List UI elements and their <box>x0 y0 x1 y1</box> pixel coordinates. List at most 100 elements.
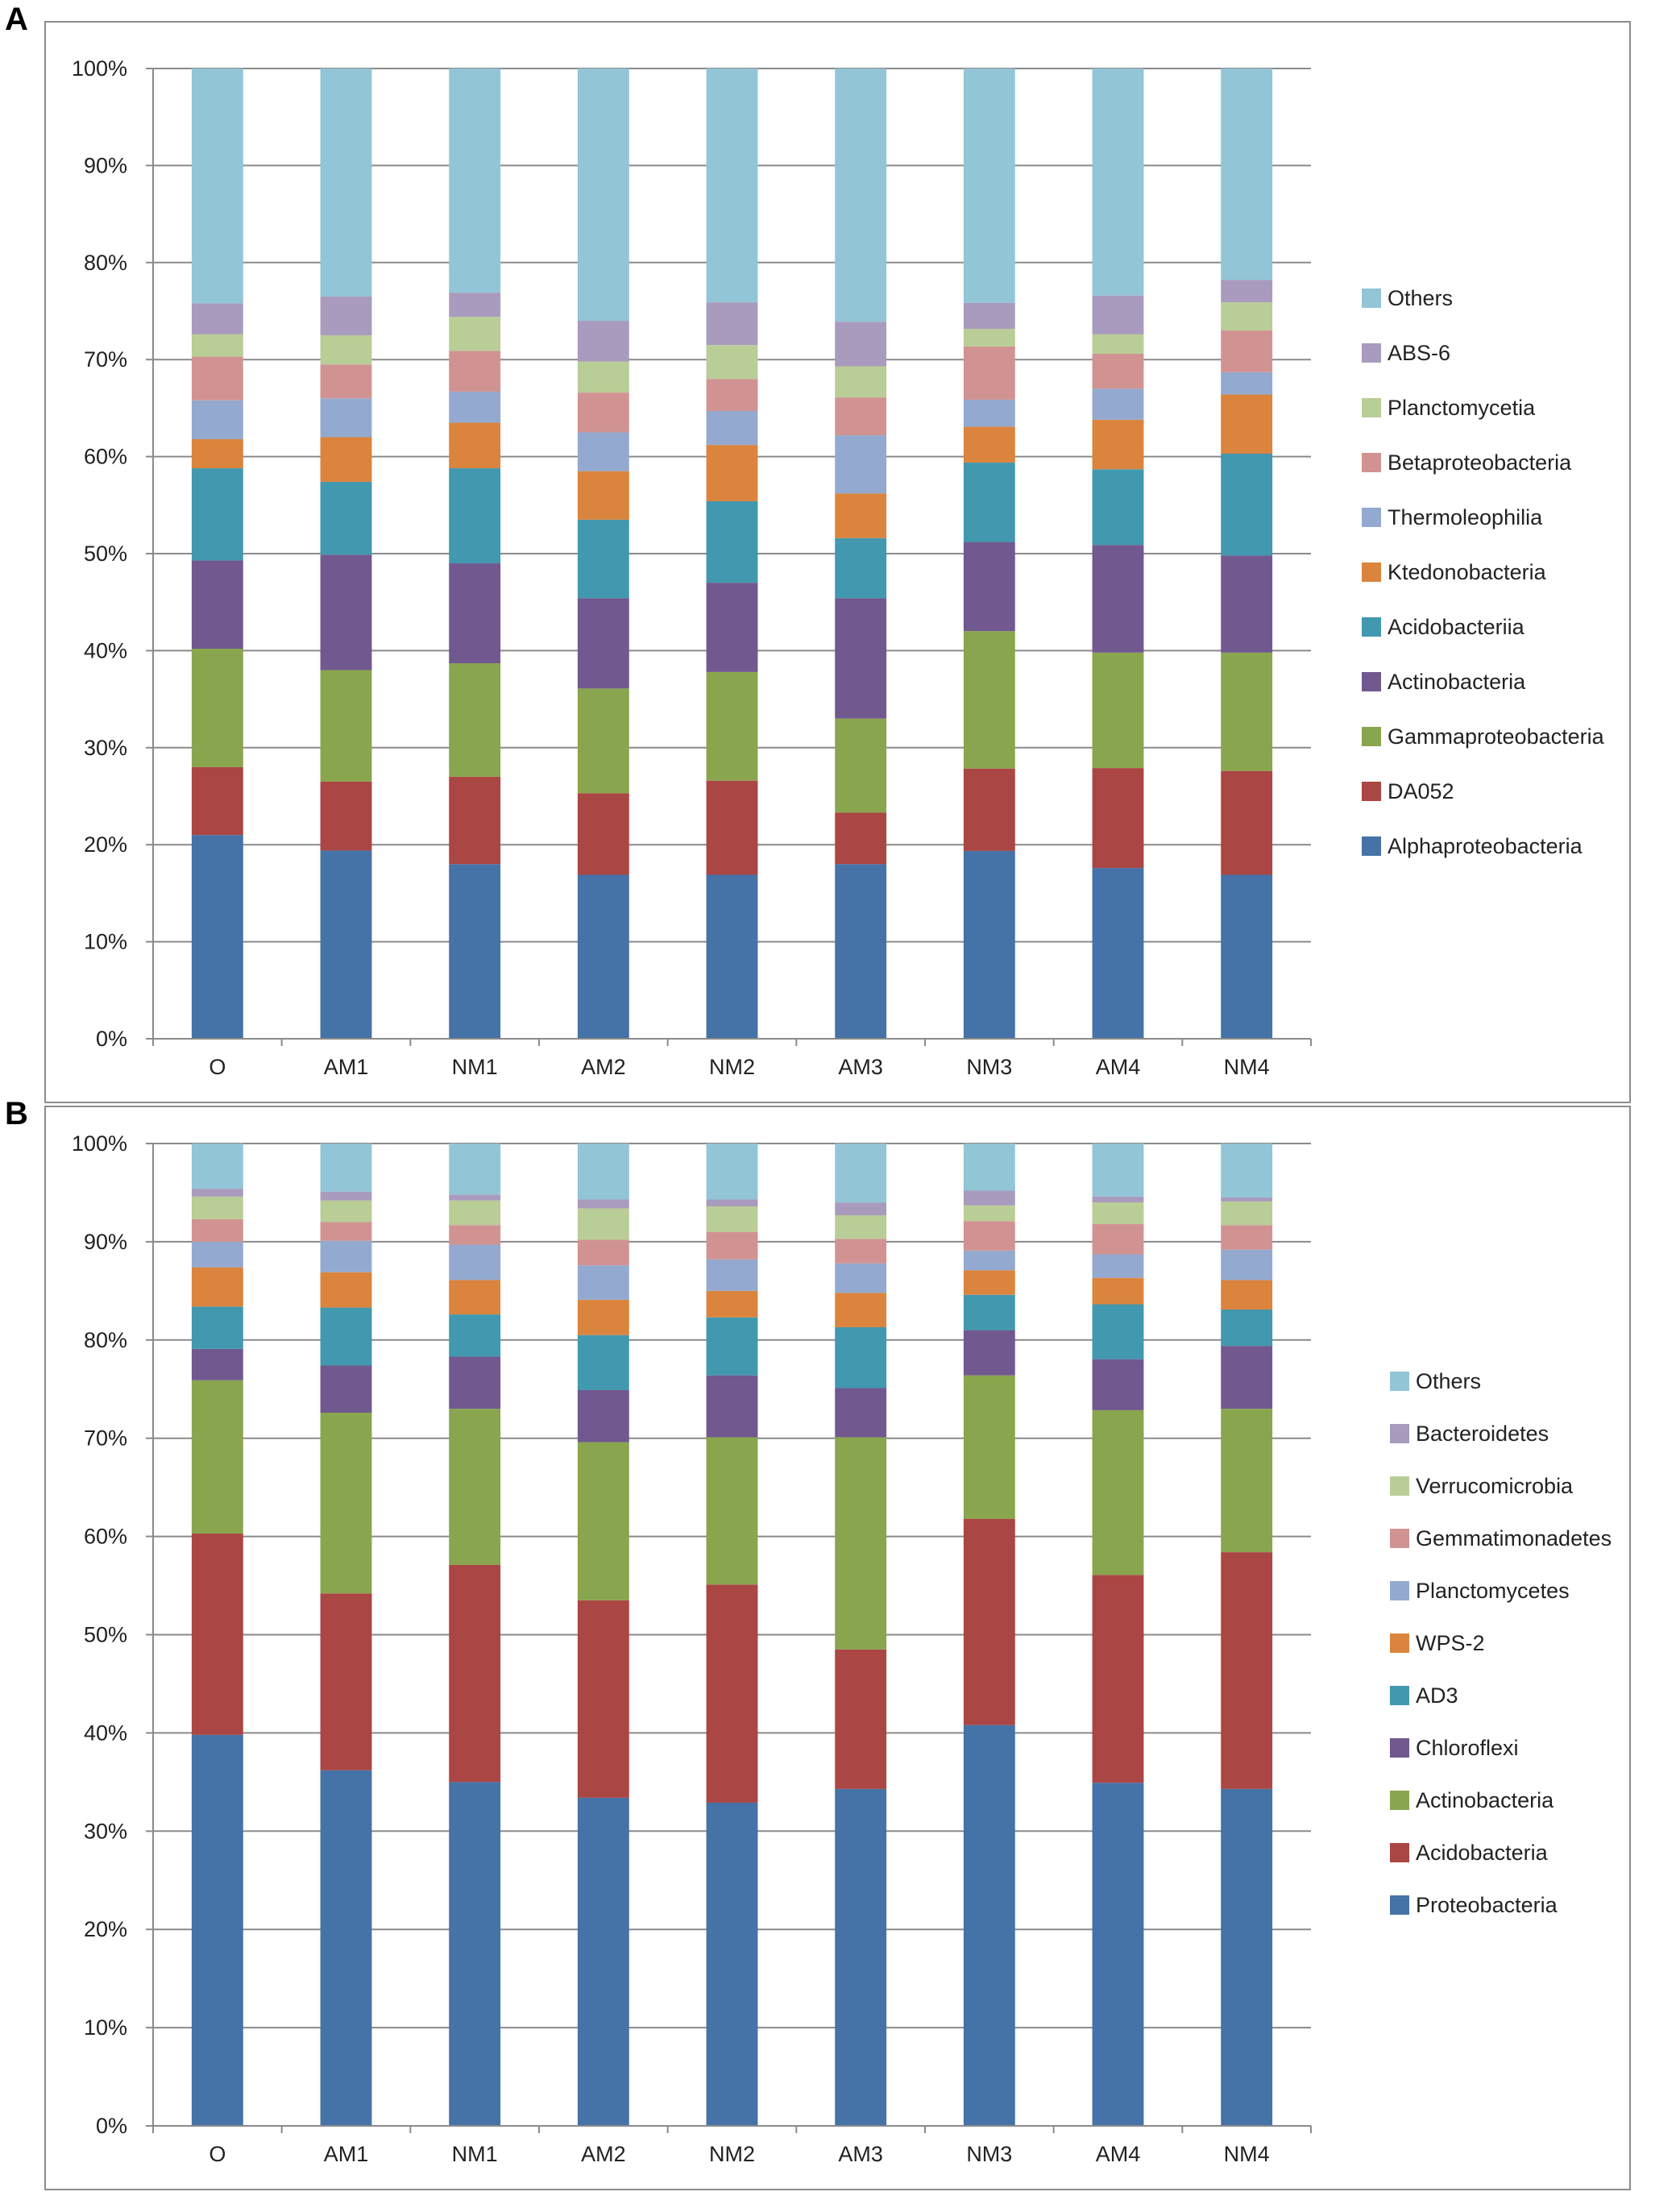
bar-segment-actinobacteria-nm2 <box>706 1437 758 1585</box>
bar-segment-verrucomicrobia-am4 <box>1092 1202 1144 1224</box>
bar-segment-da052-am3 <box>835 812 887 865</box>
bar-segment-abs-6-nm3 <box>963 302 1015 330</box>
y-tick-label: 100% <box>72 56 127 81</box>
bar-segment-abs-6-o <box>191 303 243 334</box>
bar-segment-betaproteobacteria-nm2 <box>706 379 758 412</box>
bar-segment-da052-nm3 <box>963 768 1015 851</box>
bar-segment-ktedonobacteria-am1 <box>320 437 372 482</box>
bar-segment-actinobacteria-am3 <box>835 598 887 719</box>
y-tick-label: 50% <box>84 1623 127 1647</box>
bar-segment-actinobacteria-nm3 <box>963 542 1015 632</box>
y-tick-label: 10% <box>84 2015 127 2040</box>
bar-segment-planctomycetia-am4 <box>1092 334 1144 354</box>
bar-segment-bacteroidetes-am1 <box>320 1191 372 1201</box>
bar-segment-chloroflexi-nm4 <box>1221 1346 1273 1409</box>
legend-label: Gammaproteobacteria <box>1388 724 1605 749</box>
bar-segment-ad3-am3 <box>835 1326 887 1388</box>
bar-segment-gammaproteobacteria-nm2 <box>706 671 758 781</box>
bar-segment-others-nm1 <box>449 1144 501 1195</box>
panel-frame <box>44 1106 1631 2190</box>
bar-segment-alphaproteobacteria-am4 <box>1092 868 1144 1039</box>
bar-segment-actinobacteria-nm1 <box>449 1409 501 1565</box>
legend-label: AD3 <box>1416 1683 1458 1708</box>
bar-segment-acidobacteriia-o <box>191 468 243 561</box>
bar-segment-others-o <box>191 68 243 304</box>
bar-segment-verrucomicrobia-am3 <box>835 1214 887 1239</box>
bar-segment-gemmatimonadetes-nm1 <box>449 1225 501 1245</box>
bar-segment-betaproteobacteria-nm3 <box>963 346 1015 400</box>
y-tick-label: 70% <box>84 347 127 372</box>
bar-segment-wps-2-o <box>191 1267 243 1307</box>
bar-segment-alphaproteobacteria-o <box>191 835 243 1039</box>
bar-segment-gammaproteobacteria-nm3 <box>963 631 1015 769</box>
bar-segment-da052-am2 <box>577 793 629 875</box>
bar-segment-actinobacteria-am1 <box>320 1413 372 1594</box>
legend-swatch <box>1390 1791 1409 1810</box>
bar-segment-alphaproteobacteria-am3 <box>835 864 887 1039</box>
bar-segment-actinobacteria-o <box>191 560 243 649</box>
legend-swatch <box>1390 1686 1409 1705</box>
bar-segment-others-nm3 <box>963 1144 1015 1191</box>
bar-segment-da052-nm4 <box>1221 770 1273 875</box>
y-tick-label: 40% <box>84 638 127 662</box>
bar-segment-planctomycetes-am1 <box>320 1240 372 1272</box>
x-tick-label: NM2 <box>709 1055 755 1079</box>
x-tick-label: O <box>209 2142 226 2166</box>
bar-segment-betaproteobacteria-nm4 <box>1221 330 1273 372</box>
legend-swatch <box>1390 1633 1409 1653</box>
bar-segment-thermoleophilia-am2 <box>577 432 629 471</box>
bar-segment-wps-2-am3 <box>835 1293 887 1327</box>
bar-segment-acidobacteria-am1 <box>320 1593 372 1770</box>
legend: Others Bacteroidetes Verrucomicrobia Gemmat… <box>1390 1369 1612 1917</box>
x-tick-label: AM3 <box>838 1055 883 1079</box>
bar-segment-thermoleophilia-nm3 <box>963 399 1015 427</box>
legend: Others ABS-6 Planctomycetia Betaproteobacte… <box>1362 286 1605 858</box>
bar-segment-others-am1 <box>320 1144 372 1192</box>
bar-segment-chloroflexi-am2 <box>577 1389 629 1442</box>
legend-label: Others <box>1416 1369 1481 1393</box>
bar-segment-gammaproteobacteria-am3 <box>835 718 887 813</box>
bar-segment-others-am3 <box>835 68 887 322</box>
legend-swatch <box>1362 727 1381 746</box>
y-tick-label: 30% <box>84 736 127 760</box>
bar-segment-ktedonobacteria-nm3 <box>963 426 1015 463</box>
x-tick-label: AM4 <box>1096 2142 1141 2166</box>
bar-segment-planctomycetia-am1 <box>320 335 372 365</box>
bar-segment-actinobacteria-nm1 <box>449 563 501 664</box>
bar-segment-others-nm1 <box>449 68 501 293</box>
bar-segment-acidobacteria-am3 <box>835 1649 887 1789</box>
x-tick-label: NM1 <box>452 1055 498 1079</box>
bar-segment-chloroflexi-am3 <box>835 1388 887 1438</box>
legend-label: DA052 <box>1388 779 1454 803</box>
legend-label: Others <box>1388 286 1453 310</box>
bar-segment-others-nm4 <box>1221 1144 1273 1198</box>
bar-segment-acidobacteria-am2 <box>577 1600 629 1798</box>
bar-segment-others-am2 <box>577 68 629 322</box>
x-tick-label: NM4 <box>1224 2142 1270 2166</box>
y-tick-label: 80% <box>84 251 127 275</box>
bar-segment-others-am4 <box>1092 1144 1144 1197</box>
bar-segment-verrucomicrobia-am1 <box>320 1200 372 1222</box>
bar-segment-proteobacteria-am3 <box>835 1788 887 2126</box>
bar-segment-acidobacteriia-nm3 <box>963 463 1015 542</box>
bar-segment-gammaproteobacteria-nm1 <box>449 663 501 777</box>
bar-segment-chloroflexi-am1 <box>320 1365 372 1413</box>
bar-segment-abs-6-am4 <box>1092 295 1144 334</box>
bar-segment-alphaproteobacteria-am1 <box>320 850 372 1039</box>
bar-segment-planctomycetes-am2 <box>577 1265 629 1300</box>
bar-segment-ktedonobacteria-nm2 <box>706 445 758 501</box>
legend-label: Planctomycetes <box>1416 1579 1570 1603</box>
bar-segment-thermoleophilia-am4 <box>1092 388 1144 420</box>
bar-segment-verrucomicrobia-nm2 <box>706 1206 758 1232</box>
bar-segment-ad3-am2 <box>577 1335 629 1390</box>
y-tick-label: 90% <box>84 1230 127 1254</box>
bar-segment-bacteroidetes-o <box>191 1189 243 1197</box>
bar-segment-bacteroidetes-nm2 <box>706 1199 758 1207</box>
bar-segment-bacteroidetes-am4 <box>1092 1196 1144 1202</box>
legend-swatch <box>1390 1738 1409 1758</box>
y-tick-label: 20% <box>84 832 127 857</box>
bar-segment-abs-6-nm4 <box>1221 280 1273 303</box>
bar-segment-acidobacteriia-nm1 <box>449 468 501 564</box>
legend-label: Thermoleophilia <box>1388 505 1543 529</box>
